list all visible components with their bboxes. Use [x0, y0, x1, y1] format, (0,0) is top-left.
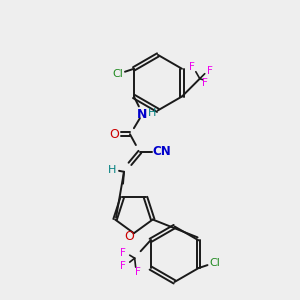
- Text: H: H: [108, 165, 116, 175]
- Text: F: F: [189, 62, 195, 72]
- Text: Cl: Cl: [112, 69, 124, 79]
- Text: CN: CN: [152, 146, 171, 158]
- Text: H: H: [148, 108, 156, 118]
- Text: F: F: [202, 78, 208, 88]
- Text: F: F: [207, 66, 213, 76]
- Text: F: F: [135, 267, 141, 277]
- Text: O: O: [124, 230, 134, 243]
- Text: F: F: [120, 248, 126, 258]
- Text: O: O: [109, 128, 119, 141]
- Text: N: N: [136, 108, 147, 121]
- Text: Cl: Cl: [209, 258, 220, 268]
- Text: F: F: [120, 261, 126, 271]
